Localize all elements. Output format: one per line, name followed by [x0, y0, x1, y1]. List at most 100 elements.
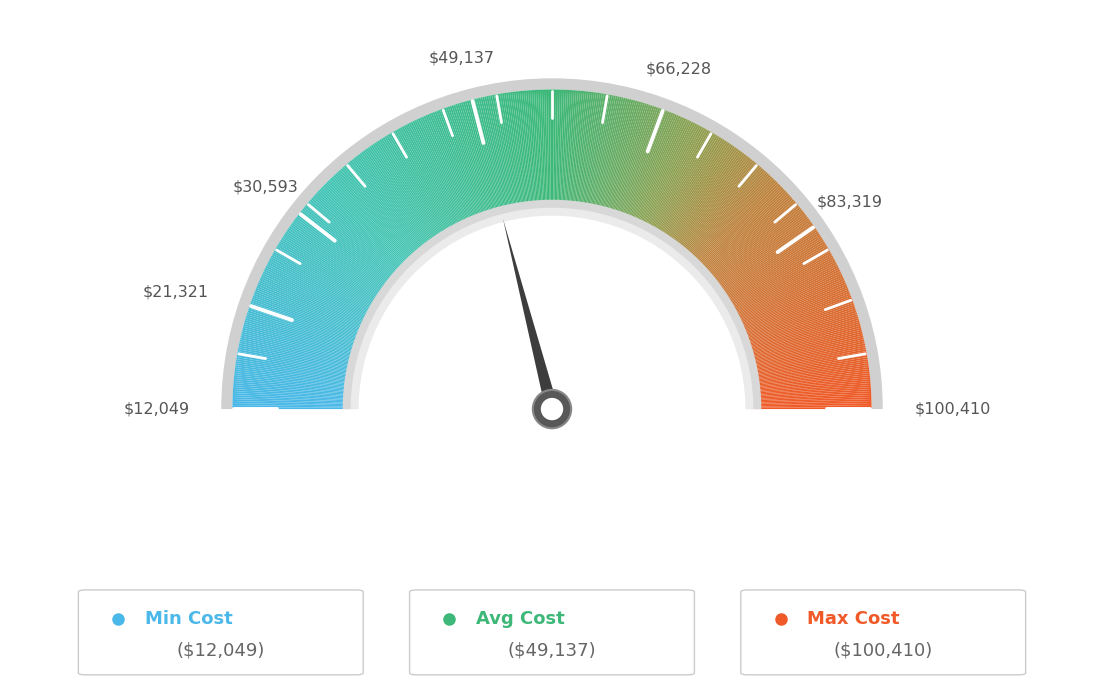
Wedge shape [433, 112, 479, 226]
Wedge shape [747, 351, 867, 375]
Wedge shape [248, 306, 364, 346]
Wedge shape [251, 301, 365, 343]
Wedge shape [359, 153, 434, 251]
Wedge shape [460, 102, 497, 219]
Wedge shape [238, 343, 358, 369]
Wedge shape [686, 173, 769, 264]
Wedge shape [266, 264, 375, 320]
Wedge shape [647, 129, 708, 236]
Wedge shape [712, 221, 811, 294]
Wedge shape [750, 387, 871, 397]
Wedge shape [311, 198, 403, 279]
Wedge shape [319, 189, 408, 273]
Wedge shape [576, 92, 594, 213]
Wedge shape [390, 133, 453, 239]
Wedge shape [234, 377, 354, 391]
Wedge shape [678, 163, 757, 257]
Wedge shape [270, 255, 379, 315]
Wedge shape [571, 91, 584, 212]
Wedge shape [256, 288, 369, 335]
Wedge shape [745, 335, 863, 364]
Wedge shape [544, 90, 549, 211]
Wedge shape [730, 268, 839, 322]
Wedge shape [302, 208, 397, 286]
Wedge shape [561, 90, 569, 211]
Wedge shape [233, 401, 354, 405]
Wedge shape [722, 246, 828, 309]
Wedge shape [615, 106, 655, 221]
Wedge shape [689, 179, 775, 267]
Wedge shape [750, 403, 871, 406]
Text: Avg Cost: Avg Cost [476, 610, 564, 628]
Wedge shape [242, 331, 360, 362]
Wedge shape [528, 90, 539, 212]
Wedge shape [470, 99, 502, 217]
Wedge shape [741, 314, 858, 351]
Wedge shape [618, 108, 660, 223]
Wedge shape [414, 120, 468, 230]
Wedge shape [555, 90, 560, 211]
Text: ($100,410): ($100,410) [834, 642, 933, 660]
Wedge shape [428, 113, 477, 226]
Wedge shape [540, 90, 545, 211]
Wedge shape [744, 331, 862, 362]
Wedge shape [620, 109, 664, 224]
Wedge shape [518, 91, 532, 212]
Wedge shape [361, 152, 435, 250]
Wedge shape [648, 130, 710, 237]
Wedge shape [740, 308, 856, 348]
Wedge shape [593, 97, 619, 215]
Wedge shape [416, 119, 469, 230]
Wedge shape [611, 104, 649, 220]
Wedge shape [694, 188, 784, 273]
Wedge shape [581, 93, 599, 213]
Wedge shape [343, 166, 424, 259]
Wedge shape [245, 318, 362, 354]
Wedge shape [254, 291, 368, 337]
Wedge shape [241, 335, 359, 364]
Wedge shape [506, 92, 524, 213]
Wedge shape [412, 121, 467, 231]
Wedge shape [403, 125, 461, 234]
Wedge shape [635, 119, 688, 230]
Wedge shape [596, 97, 626, 216]
Wedge shape [723, 248, 829, 310]
Wedge shape [323, 184, 411, 270]
Wedge shape [575, 92, 592, 213]
Wedge shape [357, 155, 432, 253]
Wedge shape [365, 148, 437, 248]
Wedge shape [524, 90, 535, 212]
Wedge shape [299, 212, 396, 288]
Wedge shape [677, 160, 754, 255]
Wedge shape [639, 123, 696, 232]
Wedge shape [743, 326, 861, 359]
Wedge shape [744, 328, 861, 359]
Wedge shape [625, 112, 671, 226]
Circle shape [533, 390, 571, 428]
Wedge shape [657, 138, 723, 241]
Wedge shape [358, 154, 433, 252]
Wedge shape [305, 206, 400, 284]
Wedge shape [726, 259, 835, 317]
Wedge shape [740, 306, 856, 346]
Wedge shape [720, 238, 822, 304]
Wedge shape [737, 299, 852, 342]
Wedge shape [731, 271, 841, 325]
Wedge shape [257, 284, 370, 333]
Wedge shape [351, 159, 428, 255]
Wedge shape [704, 206, 799, 284]
Wedge shape [682, 168, 763, 260]
Wedge shape [233, 407, 354, 409]
Wedge shape [233, 399, 354, 404]
Wedge shape [735, 288, 848, 335]
Wedge shape [691, 181, 778, 269]
Wedge shape [710, 217, 808, 290]
Wedge shape [554, 90, 558, 211]
Wedge shape [739, 303, 854, 344]
Wedge shape [737, 295, 851, 339]
Wedge shape [709, 213, 806, 288]
Wedge shape [233, 383, 354, 394]
Wedge shape [629, 115, 679, 227]
Wedge shape [530, 90, 540, 211]
Wedge shape [335, 173, 418, 264]
